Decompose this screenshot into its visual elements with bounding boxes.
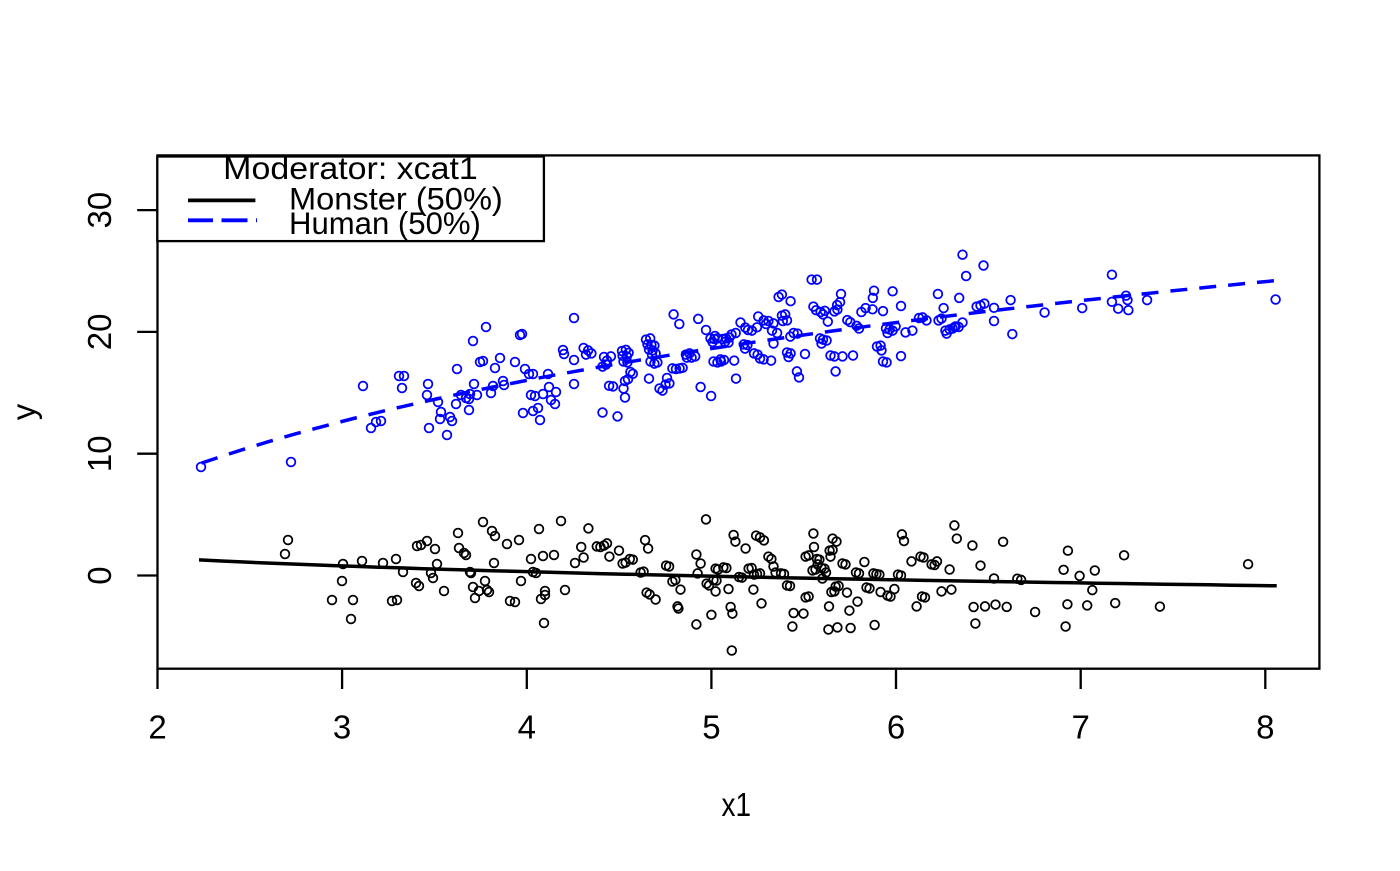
svg-text:4: 4 (518, 709, 536, 746)
svg-text:0: 0 (81, 566, 118, 584)
svg-text:20: 20 (81, 314, 118, 351)
svg-text:Monster (50%): Monster (50%) (289, 181, 503, 217)
svg-text:5: 5 (702, 709, 720, 746)
svg-text:y: y (5, 403, 42, 420)
svg-text:3: 3 (333, 709, 351, 746)
svg-text:Moderator: xcat1: Moderator: xcat1 (223, 150, 478, 186)
svg-text:x1: x1 (722, 786, 752, 823)
svg-text:8: 8 (1256, 709, 1274, 746)
svg-text:30: 30 (81, 192, 118, 229)
svg-text:7: 7 (1072, 709, 1090, 746)
svg-text:10: 10 (81, 435, 118, 472)
svg-text:Human (50%): Human (50%) (289, 205, 481, 241)
svg-text:6: 6 (887, 709, 905, 746)
svg-text:2: 2 (148, 709, 166, 746)
